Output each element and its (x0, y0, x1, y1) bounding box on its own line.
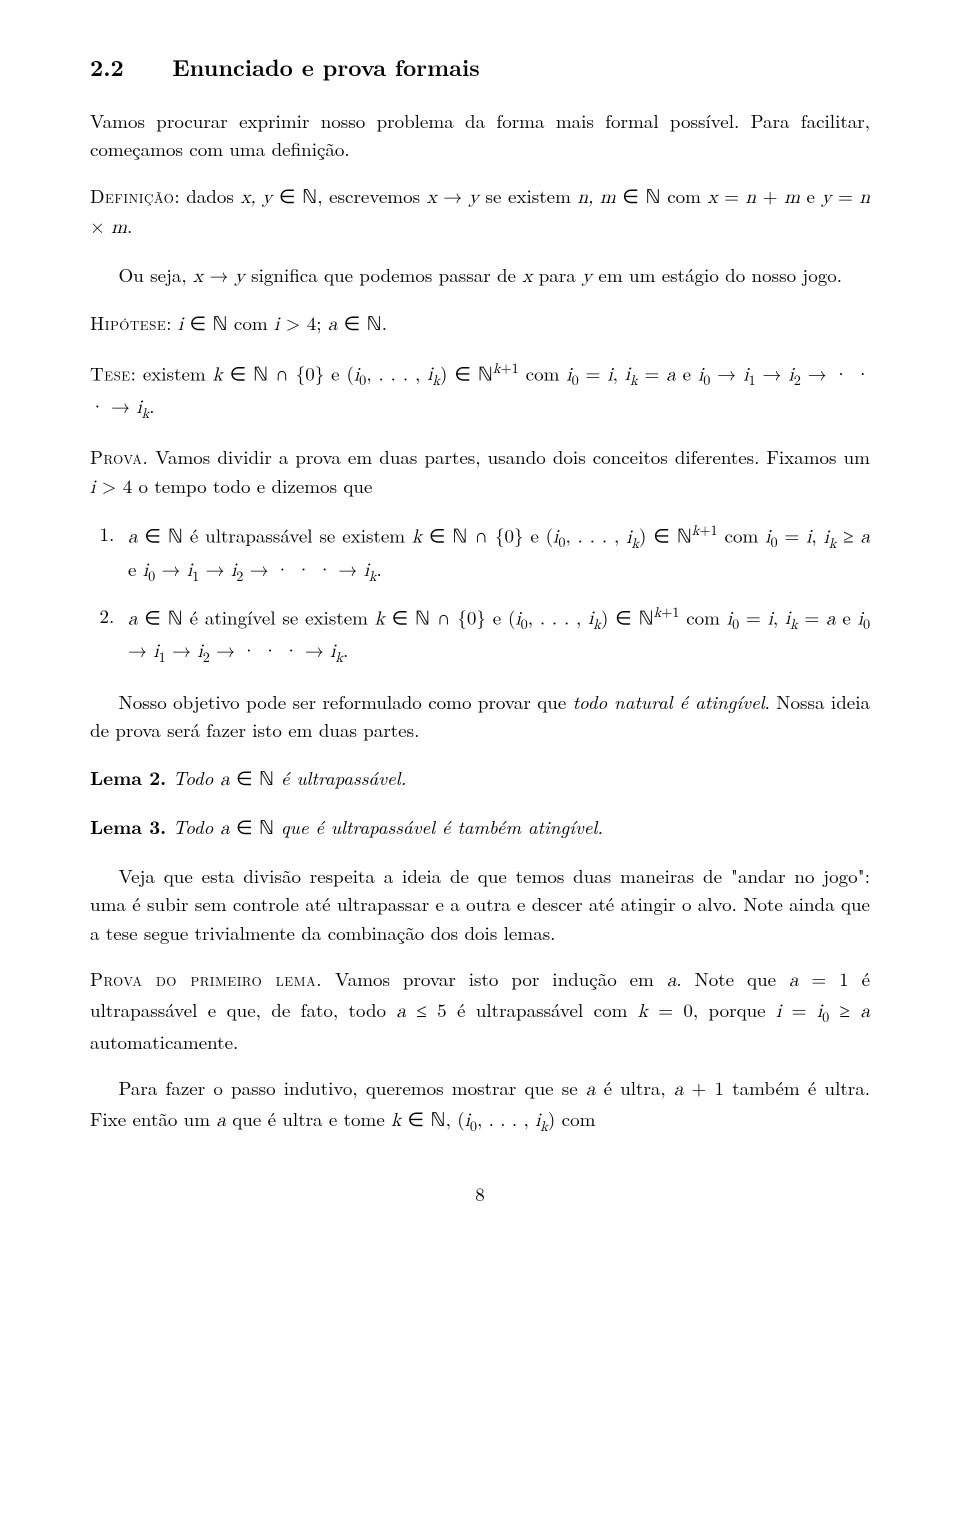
section-number: 2.2 (90, 50, 124, 83)
veja-paragraph: Veja que esta divisão respeita a ideia d… (90, 862, 870, 948)
section-title: Enunciado e prova formais (172, 50, 479, 83)
prova-label: Prova. (90, 443, 148, 470)
prova-paragraph: Prova. Vamos dividir a prova em duas par… (90, 443, 870, 502)
page-number: 8 (90, 1180, 870, 1209)
item-number: 1. (100, 520, 115, 549)
intro-paragraph: Vamos procurar exprimir nosso problema d… (90, 107, 870, 164)
item-number: 2. (100, 602, 115, 631)
italic-todo-natural: todo natural é atingível (573, 688, 765, 715)
math-xn: x (708, 188, 718, 207)
lema3-paragraph: Lema 3. Todo a ∈ ℕ que é ultrapassável é… (90, 812, 870, 844)
lema2-head: Lema 2. (90, 763, 166, 791)
math-xy: x, y (240, 188, 272, 207)
math-yn: y (821, 188, 831, 207)
lema2-paragraph: Lema 2. Todo a ∈ ℕ é ultrapassável. (90, 763, 870, 795)
passo-indutivo-paragraph: Para fazer o passo indutivo, queremos mo… (90, 1074, 870, 1138)
lema3-head: Lema 3. (90, 812, 166, 840)
tese-paragraph: Tese: existem k ∈ ℕ ∩ {0} e (i0, . . . ,… (90, 358, 870, 426)
hipotese-label: Hipótese (90, 309, 166, 336)
nosso-objetivo-paragraph: Nosso objetivo pode ser reformulado como… (90, 688, 870, 745)
prova-primeiro-paragraph: Prova do primeiro lema. Vamos provar ist… (90, 965, 870, 1056)
ou-seja-paragraph: Ou seja, x → y significa que podemos pas… (90, 261, 870, 292)
definicao-paragraph: Definição: dados x, y ∈ ℕ, escrevemos x … (90, 182, 870, 243)
list-item-2: 2. a ∈ ℕ é atingível se existem k ∈ ℕ ∩ … (128, 602, 870, 670)
list-item-1: 1. a ∈ ℕ é ultrapassável se existem k ∈ … (128, 520, 870, 588)
definicao-text: : dados (174, 182, 240, 209)
math-nm: n, m (577, 188, 615, 207)
math-arrow: x (427, 188, 437, 207)
section-heading: 2.2 Enunciado e prova formais (90, 50, 870, 85)
tese-label: Tese (90, 359, 131, 386)
definicao-label: Definição (90, 182, 174, 209)
prova-primeiro-label: Prova do primeiro lema. (90, 965, 322, 992)
enumerate-list: 1. a ∈ ℕ é ultrapassável se existem k ∈ … (90, 520, 870, 669)
hipotese-paragraph: Hipótese: i ∈ ℕ com i > 4; a ∈ ℕ. (90, 309, 870, 340)
